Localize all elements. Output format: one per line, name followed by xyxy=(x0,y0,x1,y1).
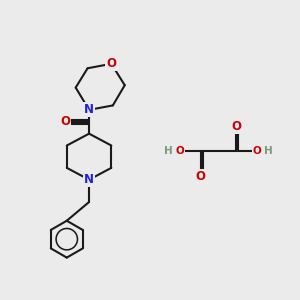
Text: N: N xyxy=(84,173,94,186)
Text: O: O xyxy=(196,170,206,183)
Text: O: O xyxy=(175,146,184,157)
Text: O: O xyxy=(60,115,70,128)
Text: H: H xyxy=(164,146,173,157)
Text: O: O xyxy=(231,120,241,133)
Text: N: N xyxy=(84,103,94,116)
Text: H: H xyxy=(264,146,273,157)
Text: O: O xyxy=(106,57,116,70)
Text: O: O xyxy=(253,146,261,157)
